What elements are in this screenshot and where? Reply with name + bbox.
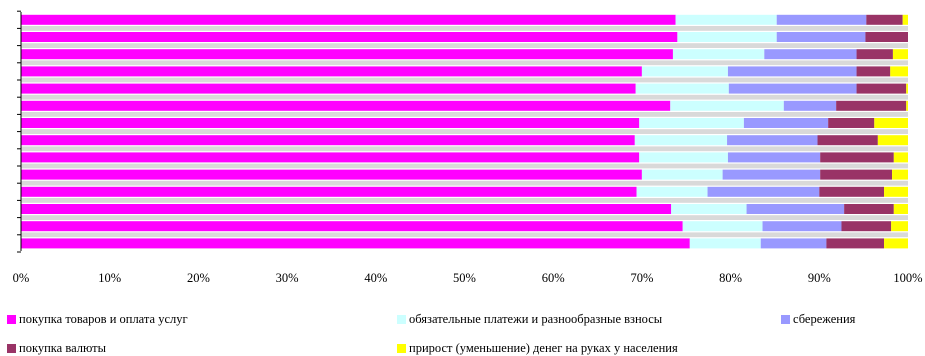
- bar-segment-4-row-5: [856, 83, 907, 94]
- bar-segment-5-row-14: [884, 238, 908, 249]
- bar-segment-5-row-12: [893, 204, 908, 214]
- bar-segment-4-row-2: [865, 32, 908, 42]
- bar-segment-3-row-5: [728, 83, 857, 94]
- bar-segment-4-row-13: [841, 221, 892, 232]
- bar-segment-5-row-7: [874, 118, 908, 128]
- x-tick-label: 80%: [719, 271, 742, 285]
- bar-segment-5-row-5: [906, 83, 908, 94]
- bar-segment-4-row-12: [844, 204, 894, 214]
- row-band: [21, 112, 908, 117]
- bar-segment-3-row-2: [776, 32, 866, 42]
- x-tick-label: 100%: [893, 271, 922, 285]
- bar-segment-2-row-4: [641, 66, 728, 77]
- bar-segment-3-row-9: [727, 152, 821, 163]
- row-band: [21, 163, 908, 169]
- bar-segment-1-row-11: [21, 186, 637, 197]
- bar-segment-5-row-6: [906, 100, 908, 111]
- bar-segment-5-row-10: [892, 169, 908, 180]
- bar-segment-1-row-8: [21, 135, 635, 146]
- row-band: [21, 26, 908, 31]
- x-tick-label: 70%: [630, 271, 653, 285]
- bar-segment-2-row-7: [639, 118, 744, 128]
- bar-segment-3-row-12: [746, 204, 845, 214]
- bar-segment-3-row-4: [727, 66, 857, 77]
- bar-segment-1-row-1: [21, 14, 676, 25]
- row-band: [21, 94, 908, 100]
- bars: [21, 14, 908, 249]
- bar-segment-4-row-11: [819, 186, 885, 197]
- bar-segment-2-row-2: [677, 32, 777, 42]
- bar-segment-5-row-9: [893, 152, 908, 163]
- row-band: [21, 146, 908, 152]
- x-tick-label: 50%: [453, 271, 476, 285]
- bar-segment-3-row-11: [707, 186, 820, 197]
- bar-segment-1-row-4: [21, 66, 642, 77]
- bar-segment-4-row-4: [856, 66, 891, 77]
- bar-segment-5-row-3: [892, 49, 908, 60]
- row-band: [21, 129, 908, 134]
- bar-segment-2-row-8: [634, 135, 728, 146]
- bar-segment-1-row-10: [21, 169, 642, 180]
- bar-segment-2-row-11: [636, 186, 708, 197]
- bar-segment-3-row-10: [722, 169, 821, 180]
- bar-segment-3-row-7: [743, 118, 829, 128]
- row-band: [21, 215, 908, 220]
- row-band: [21, 232, 908, 238]
- bar-segment-2-row-14: [689, 238, 761, 249]
- bar-segment-5-row-4: [890, 66, 908, 77]
- bar-segment-1-row-7: [21, 118, 640, 128]
- bar-segment-1-row-5: [21, 83, 636, 94]
- x-tick-label: 60%: [542, 271, 565, 285]
- x-tick-label: 20%: [187, 271, 210, 285]
- bar-segment-2-row-9: [639, 152, 728, 163]
- row-band: [21, 77, 908, 83]
- row-band: [21, 43, 908, 48]
- bar-segment-5-row-11: [884, 186, 908, 197]
- bar-segment-4-row-8: [817, 135, 878, 146]
- bar-segment-1-row-13: [21, 221, 683, 232]
- bar-segment-2-row-13: [682, 221, 763, 232]
- x-tick-label: 40%: [364, 271, 387, 285]
- bar-segment-1-row-14: [21, 238, 690, 249]
- row-band: [21, 60, 908, 66]
- bar-segment-1-row-9: [21, 152, 640, 163]
- bar-segment-3-row-3: [764, 49, 857, 60]
- bar-segment-2-row-12: [671, 204, 747, 214]
- bar-segment-1-row-6: [21, 100, 671, 111]
- bar-segment-4-row-1: [866, 14, 903, 25]
- bar-segment-3-row-6: [783, 100, 837, 111]
- bar-segment-4-row-14: [826, 238, 885, 249]
- bar-segment-5-row-13: [891, 221, 908, 232]
- bar-segment-2-row-3: [672, 49, 765, 60]
- bar-segment-4-row-3: [856, 49, 893, 60]
- bar-segment-5-row-8: [877, 135, 908, 146]
- bar-segment-3-row-8: [727, 135, 818, 146]
- bar-segment-3-row-1: [776, 14, 867, 25]
- bar-segment-2-row-10: [641, 169, 723, 180]
- bar-segment-1-row-12: [21, 204, 672, 214]
- row-band: [21, 198, 908, 203]
- bar-segment-2-row-1: [675, 14, 777, 25]
- x-tick-label: 10%: [98, 271, 121, 285]
- bar-segment-4-row-9: [820, 152, 894, 163]
- bar-segment-1-row-3: [21, 49, 673, 60]
- bar-segment-4-row-6: [836, 100, 907, 111]
- bar-segment-3-row-13: [762, 221, 842, 232]
- bar-segment-1-row-2: [21, 32, 678, 42]
- bar-segment-4-row-7: [828, 118, 875, 128]
- x-tick-label: 90%: [808, 271, 831, 285]
- bar-segment-4-row-10: [820, 169, 893, 180]
- bar-segment-3-row-14: [760, 238, 827, 249]
- bar-segment-5-row-1: [902, 14, 908, 25]
- x-tick-labels: 0% 10% 20% 30% 40% 50% 60% 70% 80% 90% 100%: [13, 271, 923, 285]
- axes: [17, 10, 22, 253]
- x-tick-label: 0%: [13, 271, 30, 285]
- x-tick-label: 30%: [276, 271, 299, 285]
- bar-segment-2-row-6: [670, 100, 784, 111]
- row-band: [21, 180, 908, 186]
- bar-segment-2-row-5: [635, 83, 729, 94]
